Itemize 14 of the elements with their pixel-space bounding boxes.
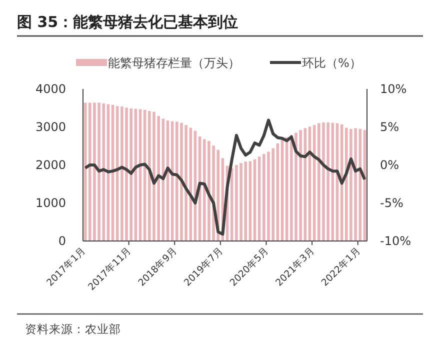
y-tick-label: 4000 [35, 82, 66, 96]
y2-tick-label: 5% [380, 120, 400, 134]
legend-label: 能繁母猪存栏量（万头） [108, 56, 240, 70]
chart-title: 图 35：能繁母猪去化已基本到位 [17, 13, 238, 31]
y2-tick-label: 10% [380, 82, 407, 96]
y-tick-label: 1000 [35, 196, 66, 210]
text: 资料来源：农业部 [25, 322, 121, 336]
legend-label: 环比（%） [302, 56, 362, 70]
y2-tick-label: -5% [380, 196, 404, 210]
y-tick-label: 2000 [35, 158, 66, 172]
y-tick-label: 0 [58, 234, 66, 248]
y-tick-label: 3000 [35, 120, 66, 134]
y2-tick-label: 0% [380, 158, 400, 172]
y2-tick-label: -10% [380, 234, 412, 248]
